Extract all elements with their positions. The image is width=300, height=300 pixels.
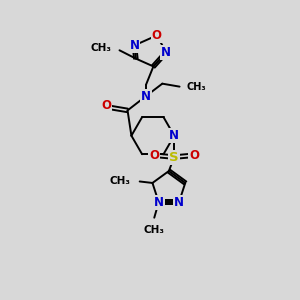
- Text: O: O: [149, 149, 159, 162]
- Text: CH₃: CH₃: [90, 43, 111, 53]
- Text: O: O: [101, 100, 111, 112]
- Text: N: N: [130, 39, 140, 52]
- Text: N: N: [141, 90, 151, 103]
- Text: N: N: [161, 46, 171, 59]
- Text: CH₃: CH₃: [144, 225, 165, 235]
- Text: CH₃: CH₃: [110, 176, 131, 187]
- Text: O: O: [152, 29, 162, 42]
- Text: N: N: [169, 129, 179, 142]
- Text: O: O: [189, 149, 199, 162]
- Text: N: N: [174, 196, 184, 209]
- Text: N: N: [154, 196, 164, 209]
- Text: S: S: [169, 151, 179, 164]
- Text: CH₃: CH₃: [186, 82, 206, 92]
